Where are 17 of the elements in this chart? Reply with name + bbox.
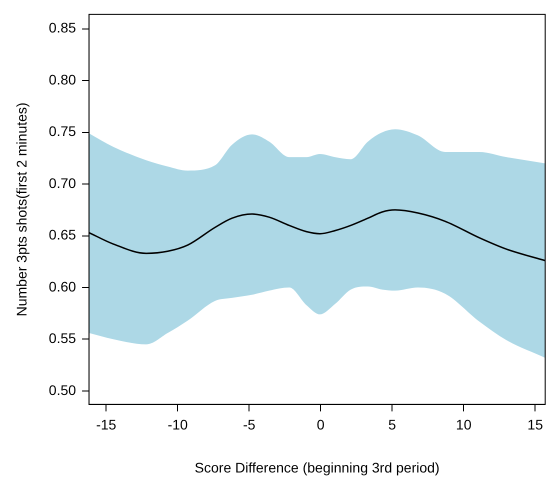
y-tick-label: 0.50: [48, 382, 76, 398]
y-tick-label: 0.60: [48, 278, 76, 294]
y-tick-label: 0.85: [48, 20, 76, 36]
x-axis-title: Score Difference (beginning 3rd period): [194, 459, 440, 476]
x-tick-label: 10: [456, 416, 472, 433]
x-tick-label: 15: [527, 416, 544, 433]
y-tick-label: 0.80: [48, 71, 76, 88]
x-tick-label: 5: [388, 416, 396, 433]
y-axis-title: Number 3pts shots(first 2 minutes): [13, 102, 30, 316]
x-tick-label: -10: [168, 416, 188, 433]
y-tick-label: 0.65: [48, 226, 76, 243]
x-tick-label: -5: [242, 416, 256, 433]
y-tick-label: 0.70: [48, 174, 76, 191]
y-tick-label: 0.55: [48, 330, 76, 346]
x-tick-label: 0: [316, 416, 325, 433]
y-tick-label: 0.75: [48, 123, 76, 140]
x-tick-label: -15: [96, 416, 117, 433]
